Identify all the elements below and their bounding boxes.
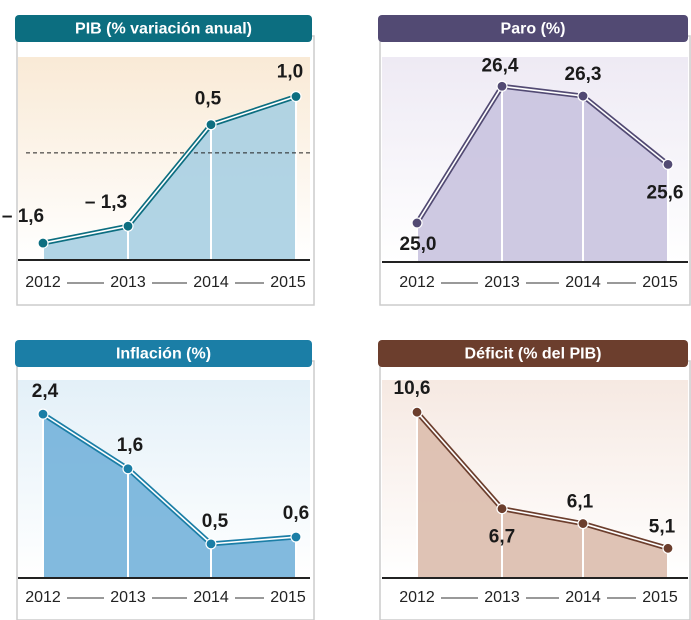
data-label: 10,6 <box>394 378 431 399</box>
line-highlight <box>416 411 669 550</box>
point <box>37 408 49 420</box>
x-tick-label: 2012 <box>25 589 61 606</box>
x-tick-label: 2013 <box>110 274 146 291</box>
data-label: 26,3 <box>565 64 602 85</box>
x-tick-label: 2015 <box>270 589 306 606</box>
point <box>122 463 134 475</box>
data-label: 2,4 <box>32 381 59 402</box>
chart-title: Paro (%) <box>501 21 566 38</box>
x-tick-label: 2013 <box>110 589 146 606</box>
x-tick-label: 2014 <box>193 589 229 606</box>
point <box>577 517 589 530</box>
point <box>577 90 589 102</box>
x-tick-label: 2015 <box>270 274 306 291</box>
line-highlight <box>416 85 669 224</box>
data-label: 25,6 <box>647 182 684 203</box>
data-label: 0,5 <box>195 89 222 110</box>
point <box>37 237 49 249</box>
data-label: 0,5 <box>202 511 229 532</box>
data-label: 1,6 <box>117 435 143 456</box>
data-label: 25,0 <box>400 234 437 255</box>
x-tick-label: 2012 <box>399 589 435 606</box>
title-bar <box>15 340 312 367</box>
chart-title: Inflación (%) <box>116 346 211 363</box>
title-bar <box>15 15 312 42</box>
data-label: 26,4 <box>482 55 519 76</box>
point <box>662 158 674 170</box>
point <box>290 90 302 103</box>
x-tick-label: 2013 <box>484 589 520 606</box>
point <box>496 503 508 515</box>
point <box>290 531 302 543</box>
x-tick-label: 2012 <box>399 274 435 291</box>
data-label: – 1,6 <box>2 206 44 227</box>
area <box>417 412 668 578</box>
point <box>411 217 423 229</box>
data-label: 6,1 <box>567 492 594 513</box>
data-label: 0,6 <box>283 503 309 524</box>
point <box>496 80 508 92</box>
x-tick-label: 2015 <box>642 274 678 291</box>
data-label: 5,1 <box>649 516 676 537</box>
x-tick-label: 2012 <box>25 274 61 291</box>
chart-title: PIB (% variación anual) <box>75 21 252 38</box>
line-highlight <box>42 95 297 244</box>
data-label: 1,0 <box>277 61 303 82</box>
x-tick-label: 2015 <box>642 589 678 606</box>
data-label: – 1,3 <box>85 192 127 213</box>
point <box>122 220 134 232</box>
chart-title: Déficit (% del PIB) <box>465 346 602 363</box>
point <box>205 538 217 550</box>
x-tick-label: 2014 <box>565 589 601 606</box>
area <box>417 86 668 263</box>
title-bar <box>378 15 688 42</box>
x-tick-label: 2013 <box>484 274 520 291</box>
x-tick-label: 2014 <box>193 274 229 291</box>
x-tick-label: 2014 <box>565 274 601 291</box>
point <box>205 119 217 131</box>
title-bar <box>378 340 688 367</box>
data-label: 6,7 <box>489 527 515 548</box>
point <box>662 542 674 554</box>
line-highlight <box>42 413 297 545</box>
point <box>411 406 423 418</box>
